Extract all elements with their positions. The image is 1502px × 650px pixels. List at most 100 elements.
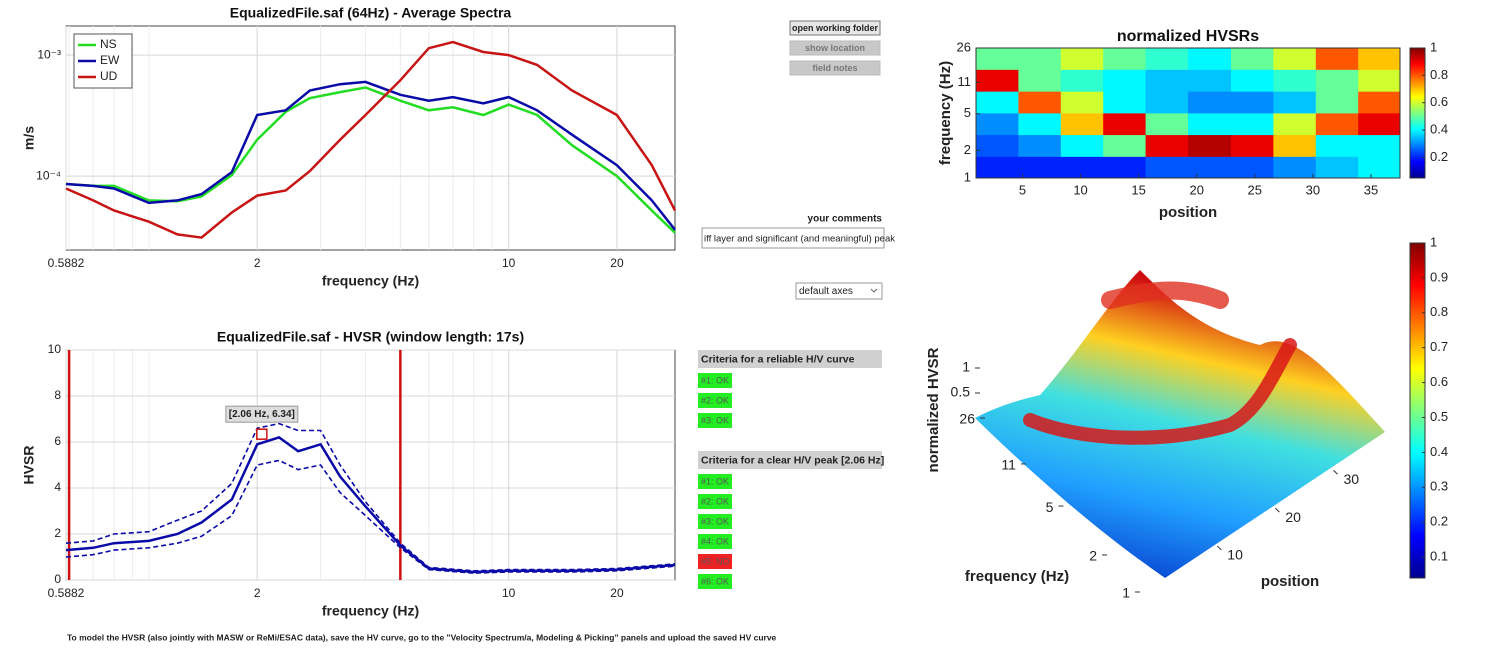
- z-tick-label: 0.5: [951, 384, 971, 400]
- heatmap-cell: [1103, 112, 1147, 136]
- x-tick-label: 15: [1131, 182, 1145, 197]
- x-tick-label: 35: [1364, 182, 1378, 197]
- comments-label: your comments: [808, 214, 883, 225]
- heatmap-cell: [1358, 156, 1401, 179]
- colorbar-tick-label: 0.2: [1430, 514, 1448, 529]
- colorbar-tick-label: 0.1: [1430, 549, 1448, 564]
- criterion-badge: [698, 494, 732, 509]
- heatmap-cell: [1145, 156, 1189, 179]
- x-tick-label: 0.5882: [48, 256, 85, 270]
- heatmap-cell: [1358, 69, 1401, 92]
- comments-text[interactable]: iff layer and significant (and meaningfu…: [704, 234, 895, 245]
- heatmap-cell: [1188, 91, 1232, 114]
- x-tick-label: 2: [254, 586, 261, 600]
- heatmap-cell: [1103, 156, 1147, 179]
- criterion-label: #1: OK: [701, 375, 729, 385]
- surface-ridge: [1023, 338, 1297, 445]
- y-tick-label: 26: [959, 411, 975, 427]
- heatmap-cell: [1315, 48, 1359, 70]
- heatmap-cell: [1103, 48, 1147, 70]
- button[interactable]: [789, 40, 881, 56]
- y-axis-label: m/s: [21, 126, 37, 150]
- y-tick-label: 10⁻⁴: [36, 168, 61, 182]
- legend-label: UD: [100, 69, 118, 83]
- heatmap-cell: [1315, 156, 1359, 179]
- series-line: [65, 80, 676, 231]
- heatmap-cell: [1273, 112, 1317, 136]
- heatmap-cell: [1273, 134, 1317, 157]
- criterion-label: #4: OK: [701, 536, 729, 546]
- plot-area: [65, 25, 676, 251]
- x-tick-label: 10: [1073, 182, 1087, 197]
- heatmap-cell: [1358, 91, 1401, 114]
- heatmap-cell: [1060, 91, 1104, 114]
- axes-dropdown[interactable]: [795, 282, 883, 300]
- y-tick-label: 8: [54, 388, 61, 402]
- heatmap-cell: [1358, 134, 1401, 157]
- x-tick-label: 30: [1306, 182, 1320, 197]
- criterion-label: #2: OK: [701, 496, 729, 506]
- surface-ridge: [1101, 281, 1229, 309]
- series-line: [65, 436, 676, 574]
- heatmap-cell: [1273, 91, 1317, 114]
- y-tick-label: 5: [1046, 499, 1054, 515]
- tick-mark: [1275, 507, 1280, 513]
- y-tick-label: 6: [54, 434, 61, 448]
- axes-dropdown-label[interactable]: default axes: [799, 286, 853, 297]
- data-tip-box: [225, 405, 299, 423]
- x-axis-label: position: [1159, 204, 1217, 221]
- y-tick-label: 4: [54, 480, 61, 494]
- heatmap-cell: [1230, 48, 1274, 70]
- criteria-title: Criteria for a reliable H/V curve: [701, 353, 855, 365]
- heatmap-cell: [1230, 112, 1274, 136]
- criteria-header: [698, 451, 882, 469]
- colorbar-tick-label: 0.8: [1430, 67, 1448, 82]
- heatmap-cell: [1358, 48, 1401, 70]
- heatmap-cell: [1060, 134, 1104, 157]
- button-label[interactable]: open working folder: [792, 23, 878, 33]
- heatmap-cell: [1188, 69, 1232, 92]
- button-label[interactable]: field notes: [812, 63, 857, 73]
- heatmap-cell: [1145, 134, 1189, 157]
- data-tip: [2.06 Hz, 6.34]: [229, 409, 295, 420]
- series-line: [65, 422, 676, 572]
- heatmap-cell: [1230, 69, 1274, 92]
- criteria-header: [698, 350, 882, 368]
- series-line: [65, 459, 676, 574]
- heatmap-cell: [1230, 156, 1274, 179]
- heatmap-cell: [976, 91, 1019, 114]
- plot-frame: [975, 47, 1401, 179]
- button[interactable]: [789, 60, 881, 76]
- heatmap-cell: [1188, 134, 1232, 157]
- x-tick-label: 20: [1189, 182, 1203, 197]
- heatmap-cell: [1273, 48, 1317, 70]
- heatmap-cell: [1273, 69, 1317, 92]
- colorbar-tick-label: 0.3: [1430, 479, 1448, 494]
- criterion-label: #3: OK: [701, 415, 729, 425]
- criterion-label: #1: OK: [701, 476, 729, 486]
- y-tick-label: 11: [958, 74, 972, 89]
- y-axis-label: HVSR: [21, 446, 37, 485]
- criterion-badge: [698, 413, 732, 428]
- heatmap-cell: [976, 134, 1019, 157]
- footer-note: To model the HVSR (also jointly with MAS…: [67, 632, 777, 642]
- criterion-badge: [698, 514, 732, 529]
- heatmap-cell: [976, 156, 1019, 179]
- colorbar-tick-label: 0.9: [1430, 269, 1448, 284]
- button-label[interactable]: show location: [805, 43, 865, 53]
- heatmap-cell: [1315, 69, 1359, 92]
- heatmap-cell: [1018, 134, 1062, 157]
- heatmap-cell: [1018, 48, 1062, 70]
- x-tick-label: 2: [254, 256, 261, 270]
- criterion-badge: [698, 373, 732, 388]
- button[interactable]: [789, 20, 881, 36]
- heatmap-cell: [1358, 112, 1401, 136]
- tick-mark: [1216, 545, 1222, 551]
- heatmap-cell: [976, 69, 1019, 92]
- heatmap-cell: [1188, 112, 1232, 136]
- colorbar-tick-label: 0.4: [1430, 444, 1448, 459]
- z-axis-label: normalized HVSR: [925, 347, 942, 472]
- comments-input[interactable]: [701, 227, 885, 249]
- heatmap-cell: [976, 48, 1019, 70]
- colorbar-tick-label: 0.5: [1430, 409, 1448, 424]
